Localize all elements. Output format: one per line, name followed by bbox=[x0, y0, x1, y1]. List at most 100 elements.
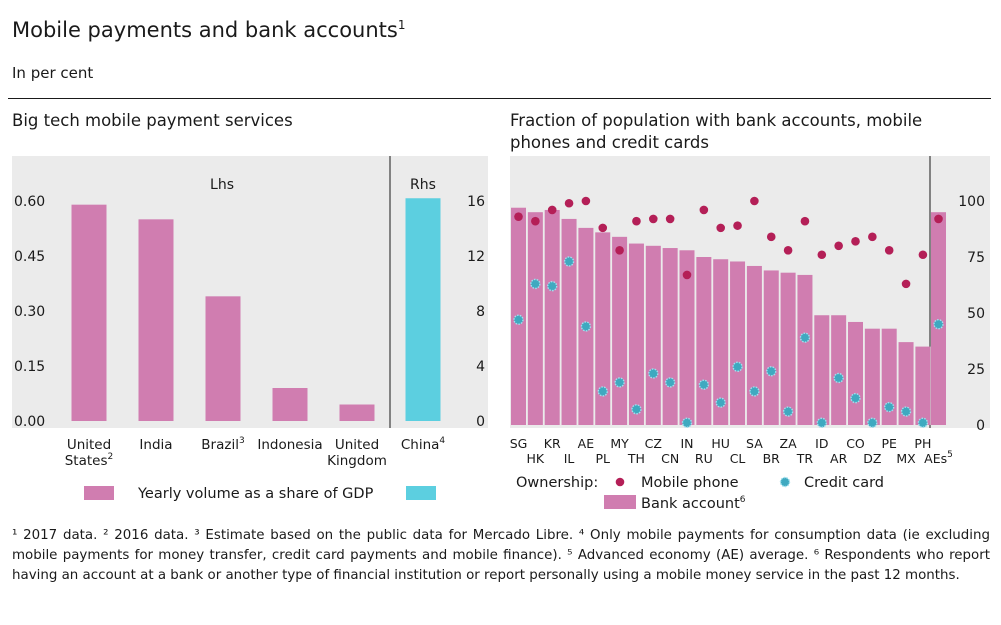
bar-china bbox=[405, 198, 441, 421]
legend-swatch-pink bbox=[84, 486, 114, 500]
right-axis-tick-label: 16 bbox=[467, 194, 485, 210]
left-axis-tick-label: 0.00 bbox=[14, 414, 45, 430]
bank-account-bar bbox=[679, 250, 695, 425]
legend-label: Yearly volume as a share of GDP bbox=[137, 486, 374, 502]
mobile-phone-dot bbox=[901, 279, 911, 289]
x-tick-label: KR bbox=[544, 436, 561, 451]
credit-card-dot bbox=[933, 319, 944, 330]
x-tick-label: IL bbox=[564, 451, 575, 466]
credit-card-dot bbox=[850, 392, 861, 404]
credit-card-dot bbox=[715, 397, 726, 408]
right-axis-tick-label: 100 bbox=[958, 194, 985, 210]
mobile-phone-dot bbox=[817, 250, 827, 260]
left-axis-tick-label: 0.15 bbox=[14, 359, 45, 375]
x-tick-label: CZ bbox=[645, 436, 662, 451]
mobile-phone-dot bbox=[884, 245, 894, 255]
x-tick-label: ID bbox=[815, 436, 828, 451]
bank-account-bar bbox=[848, 321, 863, 425]
x-tick-label: MX bbox=[896, 451, 916, 466]
mobile-phone-dot bbox=[615, 245, 624, 255]
credit-card-dot bbox=[732, 361, 743, 372]
bar-brazil bbox=[205, 296, 241, 421]
x-tick-label: DZ bbox=[863, 451, 881, 466]
bank-account-bar bbox=[645, 245, 661, 425]
x-tick-label: IN bbox=[680, 436, 693, 451]
mobile-phone-dot bbox=[800, 216, 810, 226]
left-chart-title: Big tech mobile payment services bbox=[12, 111, 293, 130]
right-axis-tick-label: 0 bbox=[976, 418, 985, 434]
credit-card-dot bbox=[648, 368, 659, 379]
credit-card-dot bbox=[900, 406, 912, 417]
right-axis-tick-label: 12 bbox=[467, 249, 485, 265]
mobile-phone-dot bbox=[649, 214, 658, 224]
credit-card-dot bbox=[698, 379, 710, 390]
x-tick-label: TH bbox=[627, 451, 645, 466]
credit-card-dot bbox=[513, 314, 524, 325]
right-axis-tick-label: 8 bbox=[476, 304, 485, 320]
mobile-phone-dot bbox=[514, 212, 523, 221]
credit-card-dot bbox=[547, 280, 558, 292]
x-tick-label: Kingdom bbox=[327, 453, 387, 469]
bank-account-bar bbox=[561, 218, 577, 425]
x-tick-label: AE bbox=[578, 436, 595, 451]
legend-marker-mobile-phone bbox=[615, 477, 625, 487]
x-tick-label: AR bbox=[830, 451, 848, 466]
credit-card-dot bbox=[833, 372, 844, 384]
credit-card-dot bbox=[782, 406, 794, 417]
credit-card-dot bbox=[614, 377, 625, 388]
mobile-phone-dot bbox=[699, 205, 709, 215]
mobile-phone-dot bbox=[918, 250, 928, 260]
credit-card-dot bbox=[867, 417, 878, 428]
rhs-axis-label: Rhs bbox=[410, 177, 436, 193]
credit-card-dot bbox=[563, 256, 575, 267]
mobile-phone-dot bbox=[733, 221, 742, 230]
mobile-phone-dot bbox=[783, 245, 793, 255]
x-tick-label: CN bbox=[661, 451, 679, 466]
mobile-phone-dot bbox=[581, 196, 591, 206]
x-tick-label: United bbox=[335, 437, 379, 453]
mobile-phone-dot bbox=[598, 223, 608, 233]
right-axis-tick-label: 4 bbox=[476, 359, 485, 375]
credit-card-dot bbox=[917, 417, 929, 428]
mobile-phone-dot bbox=[665, 214, 675, 224]
credit-card-dot bbox=[749, 386, 760, 397]
bank-account-bar bbox=[814, 315, 830, 425]
x-tick-label: AEs5 bbox=[924, 450, 953, 466]
credit-card-dot bbox=[799, 332, 811, 343]
bank-account-bar bbox=[763, 270, 779, 425]
mobile-phone-dot bbox=[868, 232, 877, 242]
legend-label: Mobile phone bbox=[641, 475, 739, 491]
x-tick-label: PL bbox=[595, 451, 610, 466]
x-tick-label: China4 bbox=[401, 436, 446, 453]
mobile-phone-dot bbox=[716, 223, 725, 233]
right-axis-tick-label: 0 bbox=[476, 414, 485, 430]
credit-card-dot bbox=[631, 404, 642, 415]
right-chart-title: Fraction of population with bank account… bbox=[510, 111, 923, 152]
header-divider bbox=[8, 98, 991, 99]
x-tick-label: PH bbox=[914, 436, 931, 451]
page-subtitle: In per cent bbox=[12, 64, 94, 82]
x-tick-label: SG bbox=[510, 436, 528, 451]
bank-account-bar bbox=[864, 328, 880, 425]
mobile-phone-dot bbox=[632, 216, 641, 226]
credit-card-dot bbox=[664, 377, 676, 388]
bar-united-kingdom bbox=[339, 404, 375, 421]
bank-account-bar bbox=[544, 209, 560, 425]
bank-account-bar bbox=[746, 265, 762, 425]
bank-account-bar bbox=[595, 232, 611, 425]
x-tick-label: States2 bbox=[65, 452, 114, 469]
mobile-phone-dot bbox=[750, 196, 759, 206]
bank-account-bar bbox=[931, 212, 946, 425]
x-tick-label: United bbox=[67, 437, 111, 453]
x-tick-label: India bbox=[139, 437, 172, 453]
legend-marker-credit-card bbox=[779, 476, 791, 488]
mobile-phone-dot bbox=[834, 241, 843, 251]
bar-india bbox=[138, 219, 174, 421]
x-tick-label: CL bbox=[730, 451, 746, 466]
legend-swatch-bank-account bbox=[604, 495, 636, 509]
mobile-phone-dot bbox=[547, 205, 557, 215]
bank-account-bar bbox=[730, 261, 746, 425]
x-tick-label: CO bbox=[846, 436, 865, 451]
right-axis-tick-label: 50 bbox=[967, 306, 985, 322]
